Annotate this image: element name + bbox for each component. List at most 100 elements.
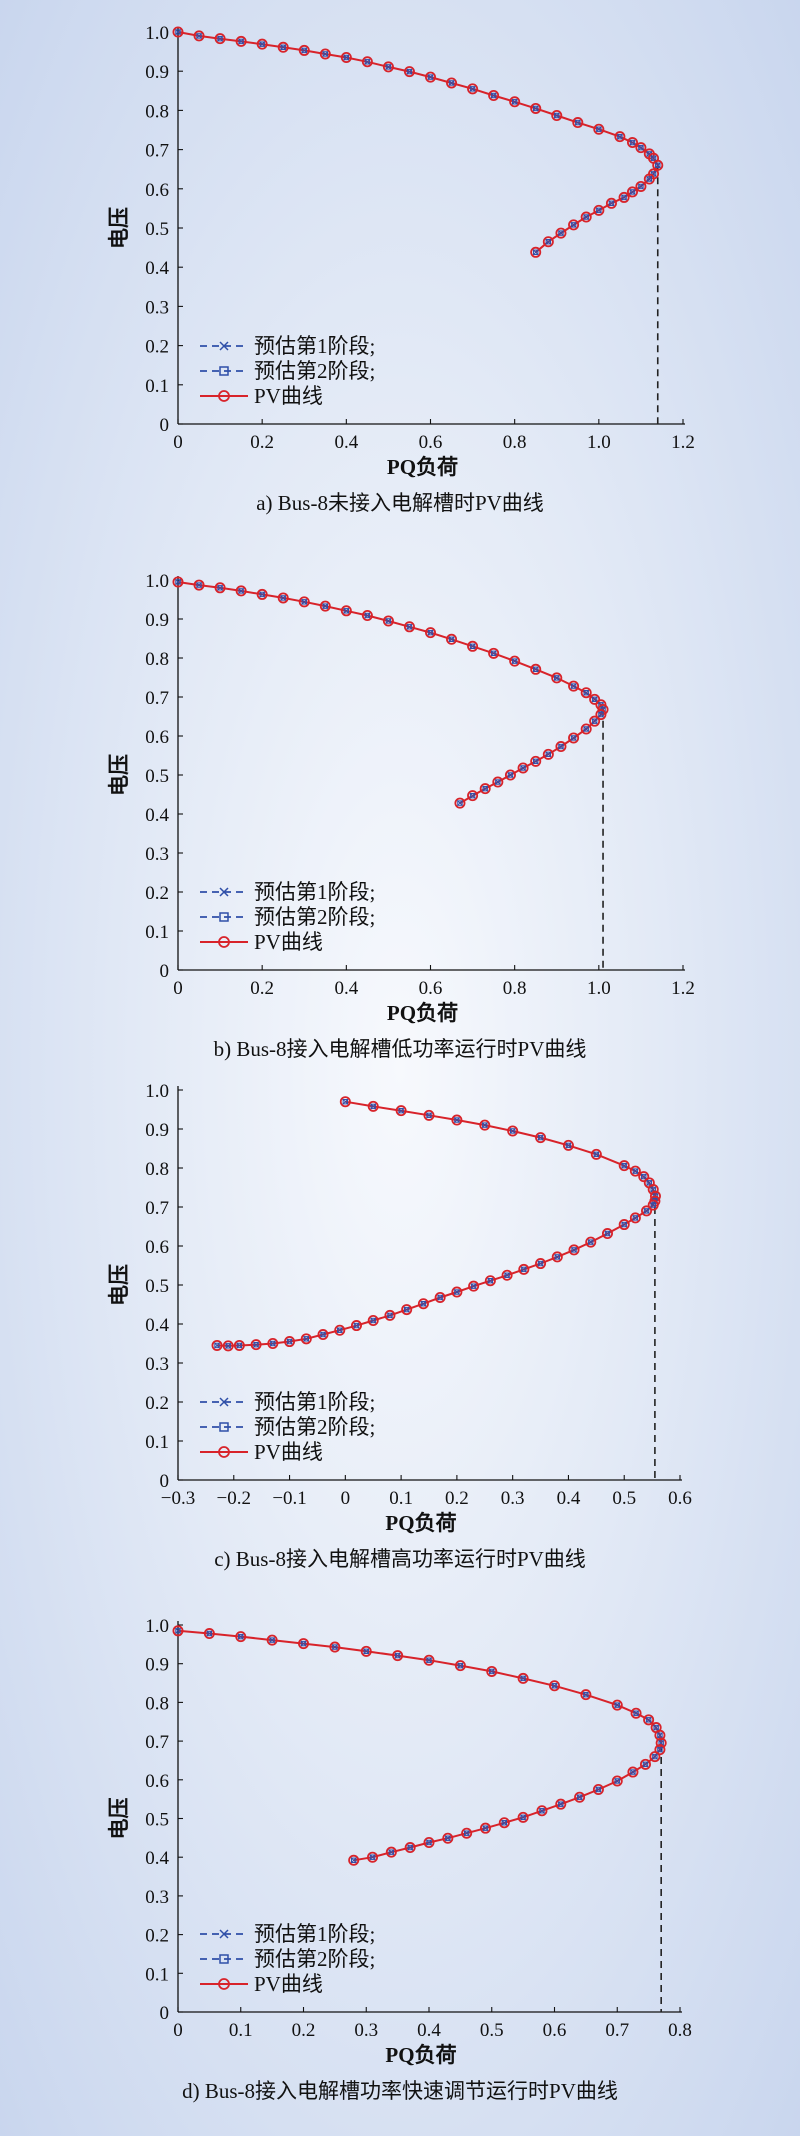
legend-circle-marker bbox=[218, 1446, 230, 1458]
y-tick-label: 0.3 bbox=[145, 1354, 169, 1375]
pv-point-marker bbox=[488, 647, 500, 659]
x-tick-label: 0.8 bbox=[668, 2020, 692, 2041]
pv-point-marker bbox=[382, 61, 394, 73]
pv-circle bbox=[580, 211, 592, 223]
stage1-marker bbox=[553, 675, 560, 681]
y-tick-label: 0.1 bbox=[145, 1432, 169, 1453]
stage1-marker bbox=[595, 1786, 602, 1793]
stage1-marker bbox=[604, 1230, 611, 1237]
stage1-marker bbox=[353, 1322, 360, 1329]
pv-point-marker bbox=[484, 1275, 496, 1287]
pv-circle bbox=[214, 582, 226, 594]
pv-circle bbox=[580, 1689, 592, 1701]
stage2-marker bbox=[504, 1272, 510, 1278]
stage2-marker bbox=[445, 1835, 451, 1841]
stage2-marker bbox=[646, 1180, 653, 1186]
legend-label: PV曲线 bbox=[254, 1440, 323, 1464]
stage2-marker bbox=[420, 1301, 427, 1307]
pv-point-marker bbox=[630, 1707, 642, 1719]
stage2-marker bbox=[454, 1117, 460, 1123]
stage1-marker bbox=[238, 588, 244, 594]
y-tick-label: 0.9 bbox=[145, 610, 169, 631]
x-axis-title: PQ负荷 bbox=[385, 2043, 456, 2067]
pv-circle bbox=[601, 1228, 613, 1240]
stage2-marker bbox=[655, 162, 661, 168]
pv-circle bbox=[298, 44, 310, 56]
y-tick-label: 0.5 bbox=[145, 1276, 169, 1297]
pv-circle bbox=[551, 109, 563, 121]
stage1-marker bbox=[638, 144, 644, 151]
stage1-marker bbox=[608, 200, 615, 207]
pv-point-marker bbox=[267, 1338, 279, 1350]
pv-point-marker bbox=[643, 173, 655, 185]
y-axis-title: 电压 bbox=[107, 1264, 131, 1306]
x-tick-label: 0 bbox=[341, 1488, 351, 1509]
stage2-marker bbox=[426, 1657, 432, 1663]
pv-point-marker bbox=[404, 1842, 416, 1854]
stage2-marker bbox=[448, 636, 455, 642]
pv-point-marker bbox=[451, 1286, 463, 1298]
stage1-marker bbox=[504, 1272, 510, 1279]
stage2-marker bbox=[583, 726, 589, 732]
y-axis-title: 电压 bbox=[107, 207, 131, 249]
stage2-marker bbox=[332, 1644, 338, 1650]
pv-point-marker bbox=[654, 1744, 666, 1756]
stage2-marker bbox=[489, 1668, 495, 1675]
stage2-marker bbox=[175, 579, 181, 585]
pv-circle bbox=[235, 35, 247, 47]
pv-point-marker bbox=[592, 1783, 604, 1795]
stage1-marker bbox=[554, 1254, 561, 1260]
y-tick-label: 0.8 bbox=[145, 1159, 169, 1180]
stage1-marker bbox=[469, 792, 476, 799]
stage2-marker bbox=[565, 1142, 572, 1149]
pv-circle bbox=[385, 1846, 397, 1858]
stage2-marker bbox=[236, 1342, 243, 1349]
stage1-marker bbox=[427, 74, 434, 80]
pv-point-marker bbox=[536, 1805, 548, 1817]
stage2-marker bbox=[632, 1168, 639, 1174]
pv-point-marker bbox=[509, 655, 521, 667]
stage1-marker bbox=[426, 1657, 432, 1664]
pv-circle bbox=[404, 1842, 416, 1854]
y-tick-label: 0.4 bbox=[145, 1315, 169, 1336]
stage2-marker bbox=[533, 105, 539, 112]
y-tick-label: 0.3 bbox=[145, 844, 169, 865]
stage2-marker bbox=[617, 133, 623, 140]
pv-circle bbox=[442, 1832, 454, 1844]
stage1-marker bbox=[332, 1644, 338, 1650]
pv-point-marker bbox=[501, 1269, 513, 1281]
pv-circle bbox=[649, 1751, 661, 1763]
pv-point-marker bbox=[339, 1096, 351, 1108]
legend-circle-marker bbox=[218, 1978, 230, 1990]
stage1-marker bbox=[394, 1652, 401, 1659]
y-tick-label: 0.8 bbox=[145, 649, 169, 670]
y-axis-title: 电压 bbox=[107, 754, 131, 796]
pv-circle bbox=[211, 1339, 223, 1351]
pv-circle bbox=[451, 1286, 463, 1298]
stage1-marker bbox=[364, 612, 371, 619]
pv-point-marker bbox=[530, 755, 542, 767]
stage2-marker bbox=[643, 1208, 650, 1214]
pv-circle bbox=[468, 1280, 480, 1292]
stage2-marker bbox=[225, 1343, 231, 1349]
pv-point-marker bbox=[442, 1832, 454, 1844]
stage1-marker bbox=[632, 1215, 639, 1221]
pv-point-marker bbox=[417, 1298, 429, 1310]
pv-point-marker bbox=[589, 715, 601, 727]
pv-circle bbox=[451, 1114, 463, 1126]
stage1-marker bbox=[650, 1202, 657, 1208]
pv-circle bbox=[593, 123, 605, 135]
stage2-marker bbox=[576, 1794, 583, 1800]
stage2-marker bbox=[608, 200, 615, 207]
pv-point-marker bbox=[492, 776, 504, 788]
stage2-marker bbox=[638, 144, 644, 151]
pv-point-marker bbox=[461, 1827, 473, 1839]
pv-circle bbox=[635, 180, 647, 192]
pv-point-marker bbox=[652, 159, 664, 171]
stage1-marker bbox=[570, 222, 577, 228]
pv-point-marker bbox=[649, 1751, 661, 1763]
pv-circle bbox=[509, 96, 521, 108]
stage1-marker bbox=[657, 1746, 663, 1753]
y-tick-label: 0.8 bbox=[145, 101, 169, 122]
pv-point-marker bbox=[424, 71, 436, 83]
